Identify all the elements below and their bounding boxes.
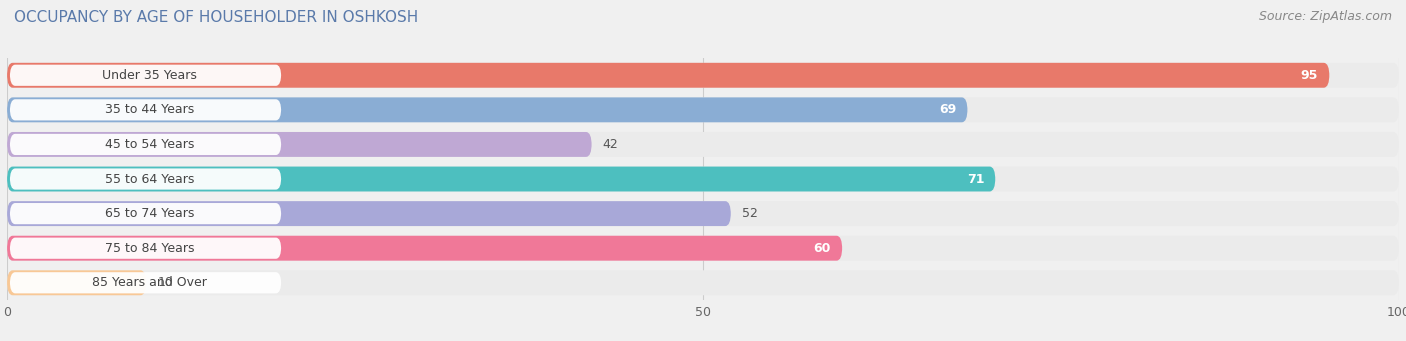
Text: 10: 10 — [157, 276, 173, 289]
FancyBboxPatch shape — [7, 270, 1399, 295]
Text: 65 to 74 Years: 65 to 74 Years — [105, 207, 194, 220]
Text: 85 Years and Over: 85 Years and Over — [93, 276, 207, 289]
Text: 45 to 54 Years: 45 to 54 Years — [105, 138, 194, 151]
FancyBboxPatch shape — [7, 236, 1399, 261]
Text: OCCUPANCY BY AGE OF HOUSEHOLDER IN OSHKOSH: OCCUPANCY BY AGE OF HOUSEHOLDER IN OSHKO… — [14, 10, 419, 25]
FancyBboxPatch shape — [7, 98, 1399, 122]
FancyBboxPatch shape — [10, 203, 281, 224]
FancyBboxPatch shape — [7, 132, 1399, 157]
FancyBboxPatch shape — [7, 63, 1330, 88]
FancyBboxPatch shape — [10, 272, 281, 293]
FancyBboxPatch shape — [10, 134, 281, 155]
FancyBboxPatch shape — [7, 201, 1399, 226]
FancyBboxPatch shape — [10, 65, 281, 86]
FancyBboxPatch shape — [7, 63, 1399, 88]
FancyBboxPatch shape — [10, 238, 281, 259]
Text: 42: 42 — [603, 138, 619, 151]
FancyBboxPatch shape — [7, 236, 842, 261]
FancyBboxPatch shape — [7, 270, 146, 295]
Text: Source: ZipAtlas.com: Source: ZipAtlas.com — [1258, 10, 1392, 23]
FancyBboxPatch shape — [10, 168, 281, 190]
FancyBboxPatch shape — [7, 98, 967, 122]
Text: 55 to 64 Years: 55 to 64 Years — [105, 173, 194, 186]
FancyBboxPatch shape — [7, 201, 731, 226]
FancyBboxPatch shape — [7, 166, 1399, 192]
Text: 95: 95 — [1301, 69, 1319, 82]
Text: 75 to 84 Years: 75 to 84 Years — [105, 242, 194, 255]
Text: Under 35 Years: Under 35 Years — [103, 69, 197, 82]
FancyBboxPatch shape — [10, 99, 281, 120]
Text: 52: 52 — [742, 207, 758, 220]
FancyBboxPatch shape — [7, 166, 995, 192]
Text: 69: 69 — [939, 103, 956, 116]
Text: 60: 60 — [814, 242, 831, 255]
Text: 71: 71 — [967, 173, 984, 186]
FancyBboxPatch shape — [7, 132, 592, 157]
Text: 35 to 44 Years: 35 to 44 Years — [105, 103, 194, 116]
